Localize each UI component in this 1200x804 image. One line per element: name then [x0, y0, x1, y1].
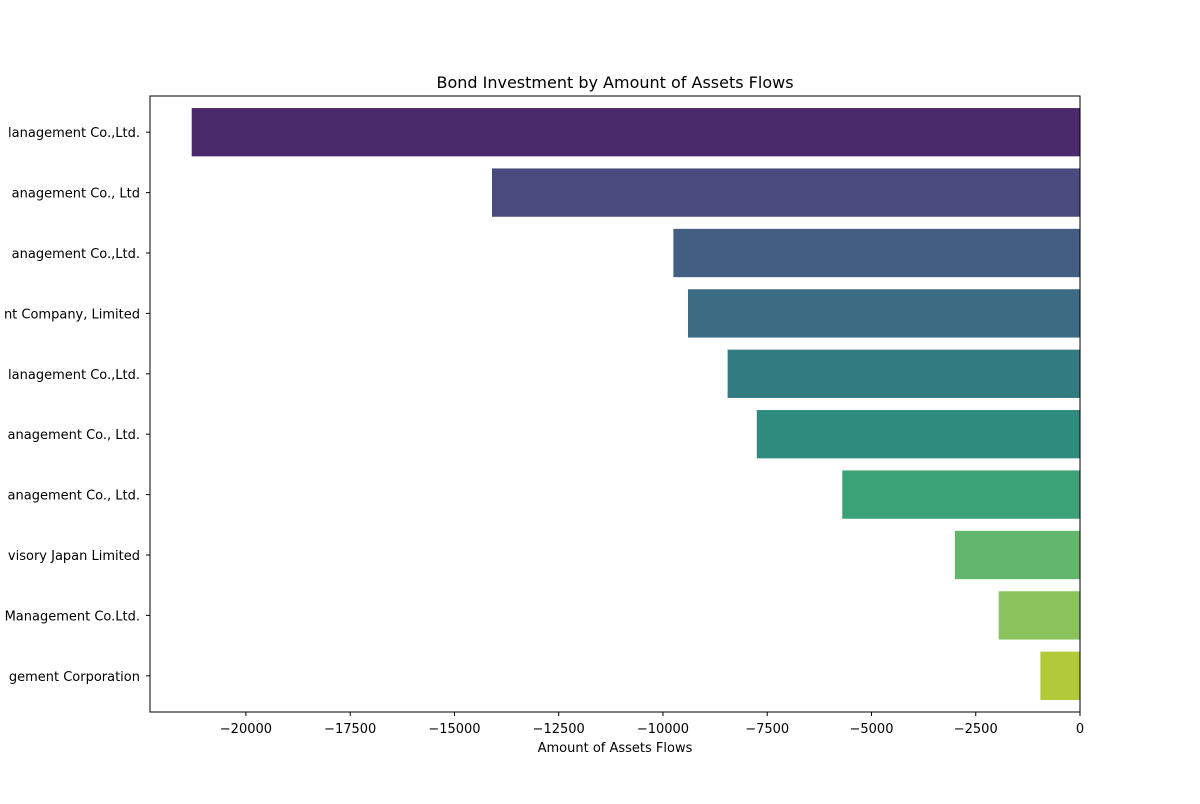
- plot-frame: [149, 95, 1081, 713]
- bar: [191, 108, 1080, 157]
- x-tick-label: −2500: [954, 722, 998, 737]
- x-tick-label: −20000: [220, 722, 272, 737]
- bar: [687, 289, 1080, 338]
- bars-group: [191, 108, 1080, 700]
- y-tick-label: nt Company, Limited: [4, 307, 140, 322]
- bar: [727, 349, 1080, 398]
- bar: [673, 228, 1080, 278]
- y-tick-label: anagement Co., Ltd.: [8, 489, 140, 504]
- bar: [998, 591, 1080, 640]
- x-tick-label: −15000: [428, 722, 480, 737]
- x-axis-label: Amount of Assets Flows: [538, 741, 693, 756]
- x-tick-label: −17500: [324, 722, 376, 737]
- bar: [842, 470, 1080, 519]
- bar: [1040, 651, 1080, 700]
- y-tick-label: anagement Co.,Ltd.: [12, 247, 140, 262]
- bar: [491, 168, 1080, 217]
- x-tick-label: 0: [1076, 722, 1084, 737]
- y-tick-label: anagement Co., Ltd.: [8, 428, 140, 443]
- y-tick-label: visory Japan Limited: [8, 549, 140, 564]
- chart-title: Bond Investment by Amount of Assets Flow…: [436, 73, 793, 92]
- x-tick-label: −5000: [849, 722, 893, 737]
- y-tick-label: anagement Co., Ltd: [12, 187, 140, 202]
- y-tick-label: Management Co.Ltd.: [5, 609, 140, 624]
- y-tick-label: gement Corporation: [9, 670, 140, 685]
- x-tick-label: −7500: [745, 722, 789, 737]
- bar: [954, 530, 1080, 580]
- y-tick-label: lanagement Co.,Ltd.: [8, 368, 140, 383]
- x-tick-label: −12500: [533, 722, 585, 737]
- y-tick-labels: lanagement Co.,Ltd. anagement Co., Ltd ana…: [4, 126, 150, 685]
- y-tick-label: lanagement Co.,Ltd.: [8, 126, 140, 141]
- bar: [756, 410, 1080, 459]
- x-tick-label: −10000: [637, 722, 689, 737]
- x-axis-ticks: −20000 −17500 −15000 −12500 −10000 −7500 −5000…: [220, 712, 1084, 737]
